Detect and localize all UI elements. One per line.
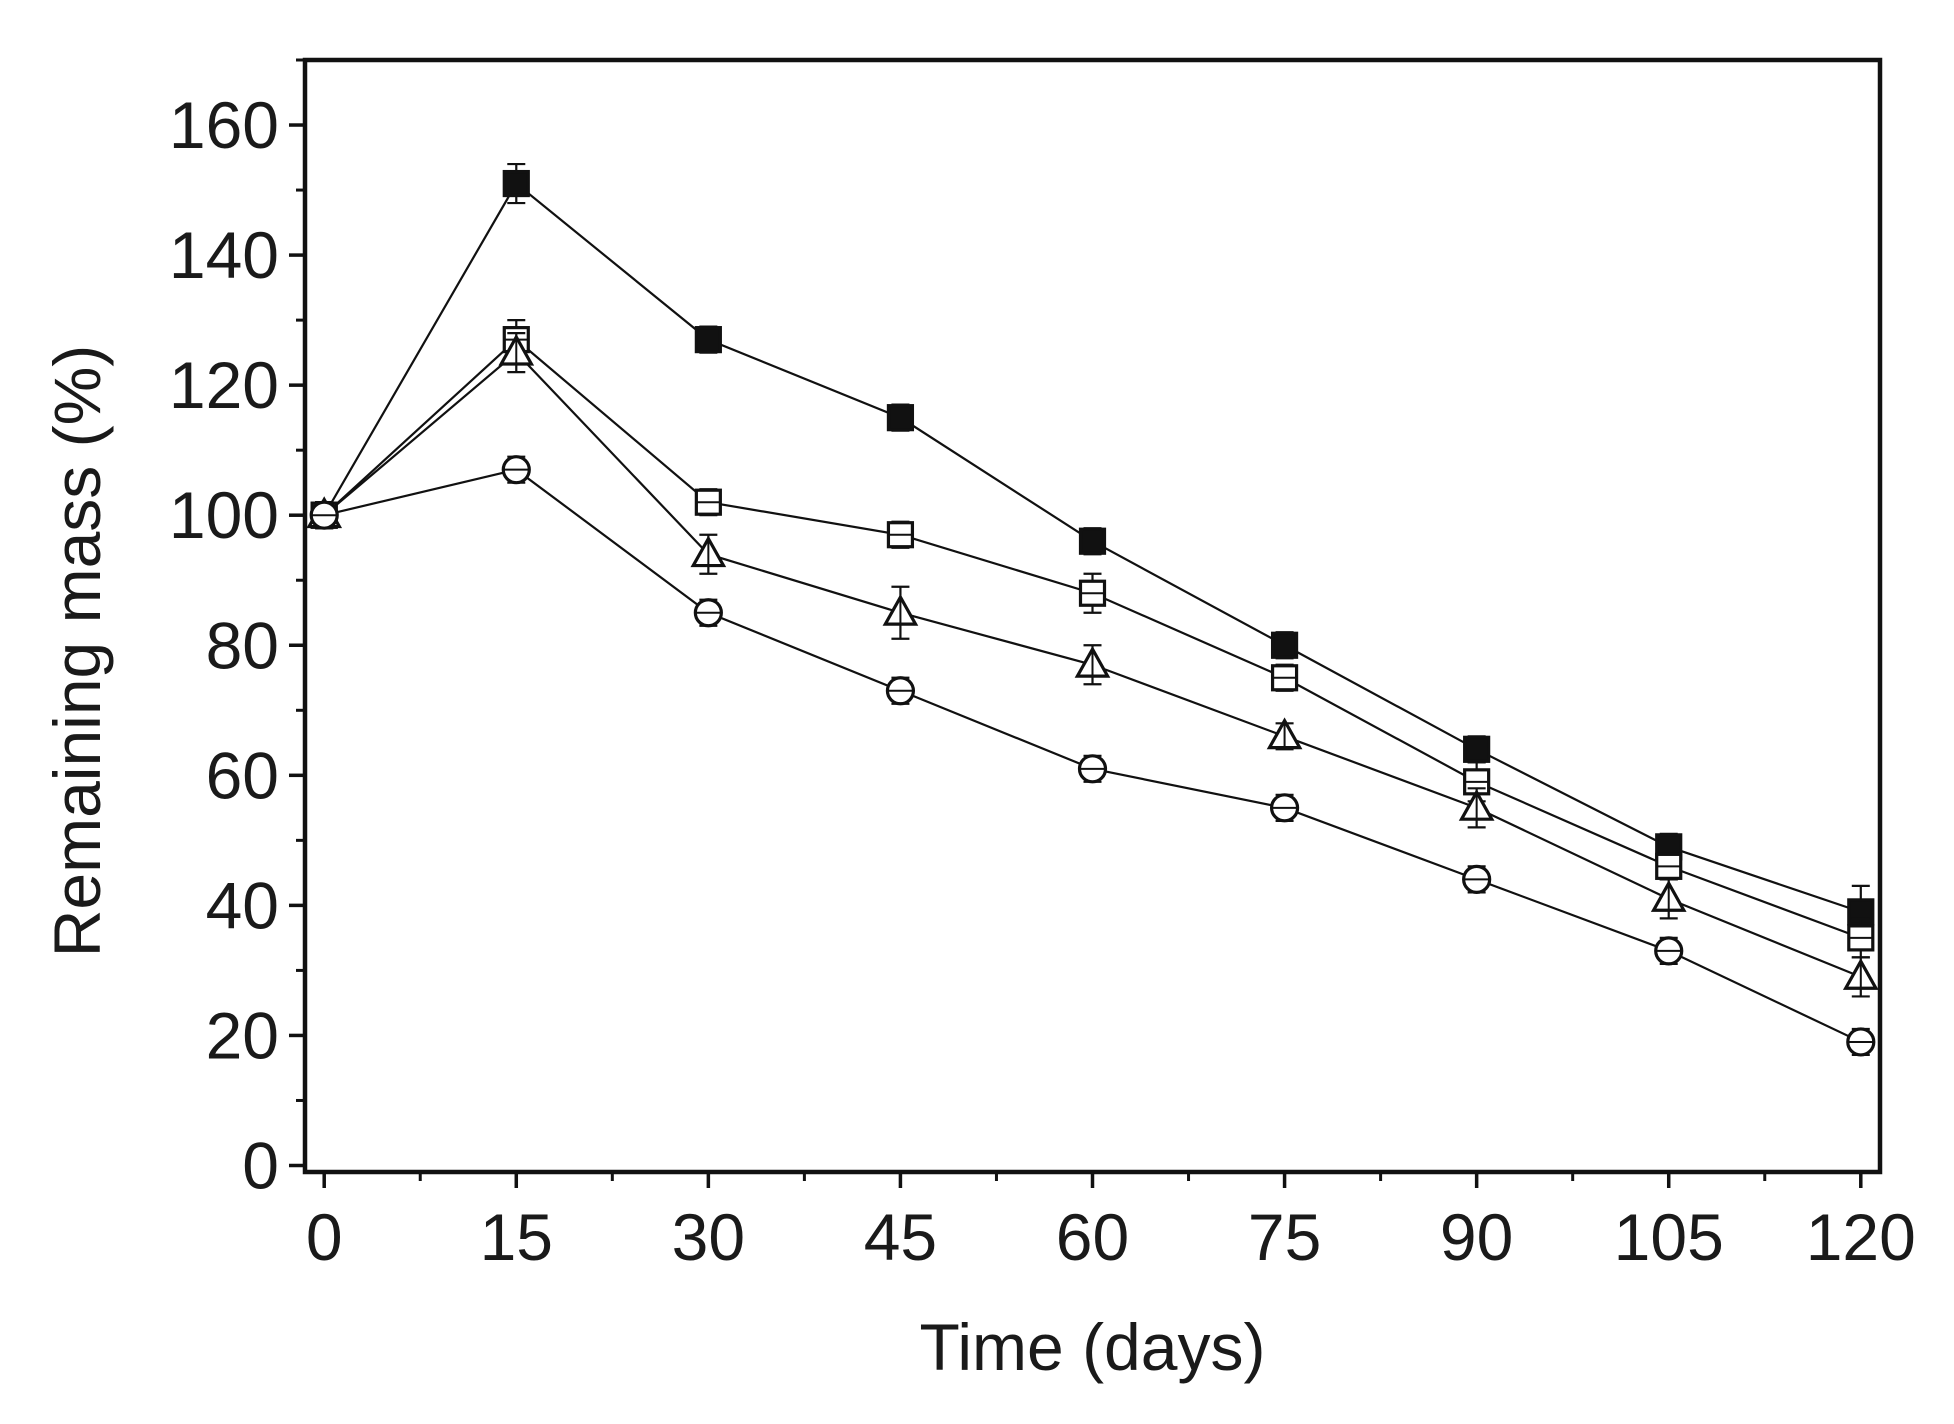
x-tick-label: 60 <box>1056 1200 1129 1274</box>
x-tick-label: 75 <box>1248 1200 1321 1274</box>
series-open-triangle <box>306 332 1879 998</box>
series-open-square <box>310 319 1875 959</box>
data-point <box>1078 527 1107 555</box>
y-tick-label: 0 <box>242 1128 279 1202</box>
y-tick-label: 20 <box>206 998 279 1072</box>
x-tick-label: 90 <box>1440 1200 1513 1274</box>
data-point <box>886 404 915 432</box>
y-tick-label: 80 <box>206 608 279 682</box>
x-tick-label: 120 <box>1806 1200 1916 1274</box>
x-tick-label: 0 <box>306 1200 343 1274</box>
y-tick-label: 100 <box>169 478 279 552</box>
y-tick-label: 160 <box>169 88 279 162</box>
y-tick-label: 120 <box>169 348 279 422</box>
series-line <box>323 338 1862 939</box>
plot-area-border <box>302 57 1883 1175</box>
series-open-circle <box>309 455 1876 1057</box>
y-tick-label: 140 <box>169 218 279 292</box>
x-axis-title: Time (days) <box>920 1310 1266 1384</box>
y-tick-label: 40 <box>206 868 279 942</box>
series-layer <box>306 162 1879 1057</box>
y-tick-label: 60 <box>206 738 279 812</box>
x-tick-label: 105 <box>1614 1200 1724 1274</box>
series-filled-square <box>310 162 1875 939</box>
data-point <box>1463 735 1491 763</box>
y-axis-title: Remaining mass (%) <box>40 345 114 958</box>
data-point <box>1270 631 1299 659</box>
x-tick-label: 15 <box>480 1200 553 1274</box>
x-tick-label: 45 <box>864 1200 937 1274</box>
data-point <box>502 169 530 198</box>
tick-labels: 0 15 30 45 60 75 90 105 120 0 20 40 60 80 100 120 140 160 <box>169 88 1916 1274</box>
axis-ticks <box>289 58 1863 1188</box>
x-tick-label: 30 <box>672 1200 745 1274</box>
data-point <box>694 326 722 354</box>
plot-frame <box>302 57 1883 1175</box>
